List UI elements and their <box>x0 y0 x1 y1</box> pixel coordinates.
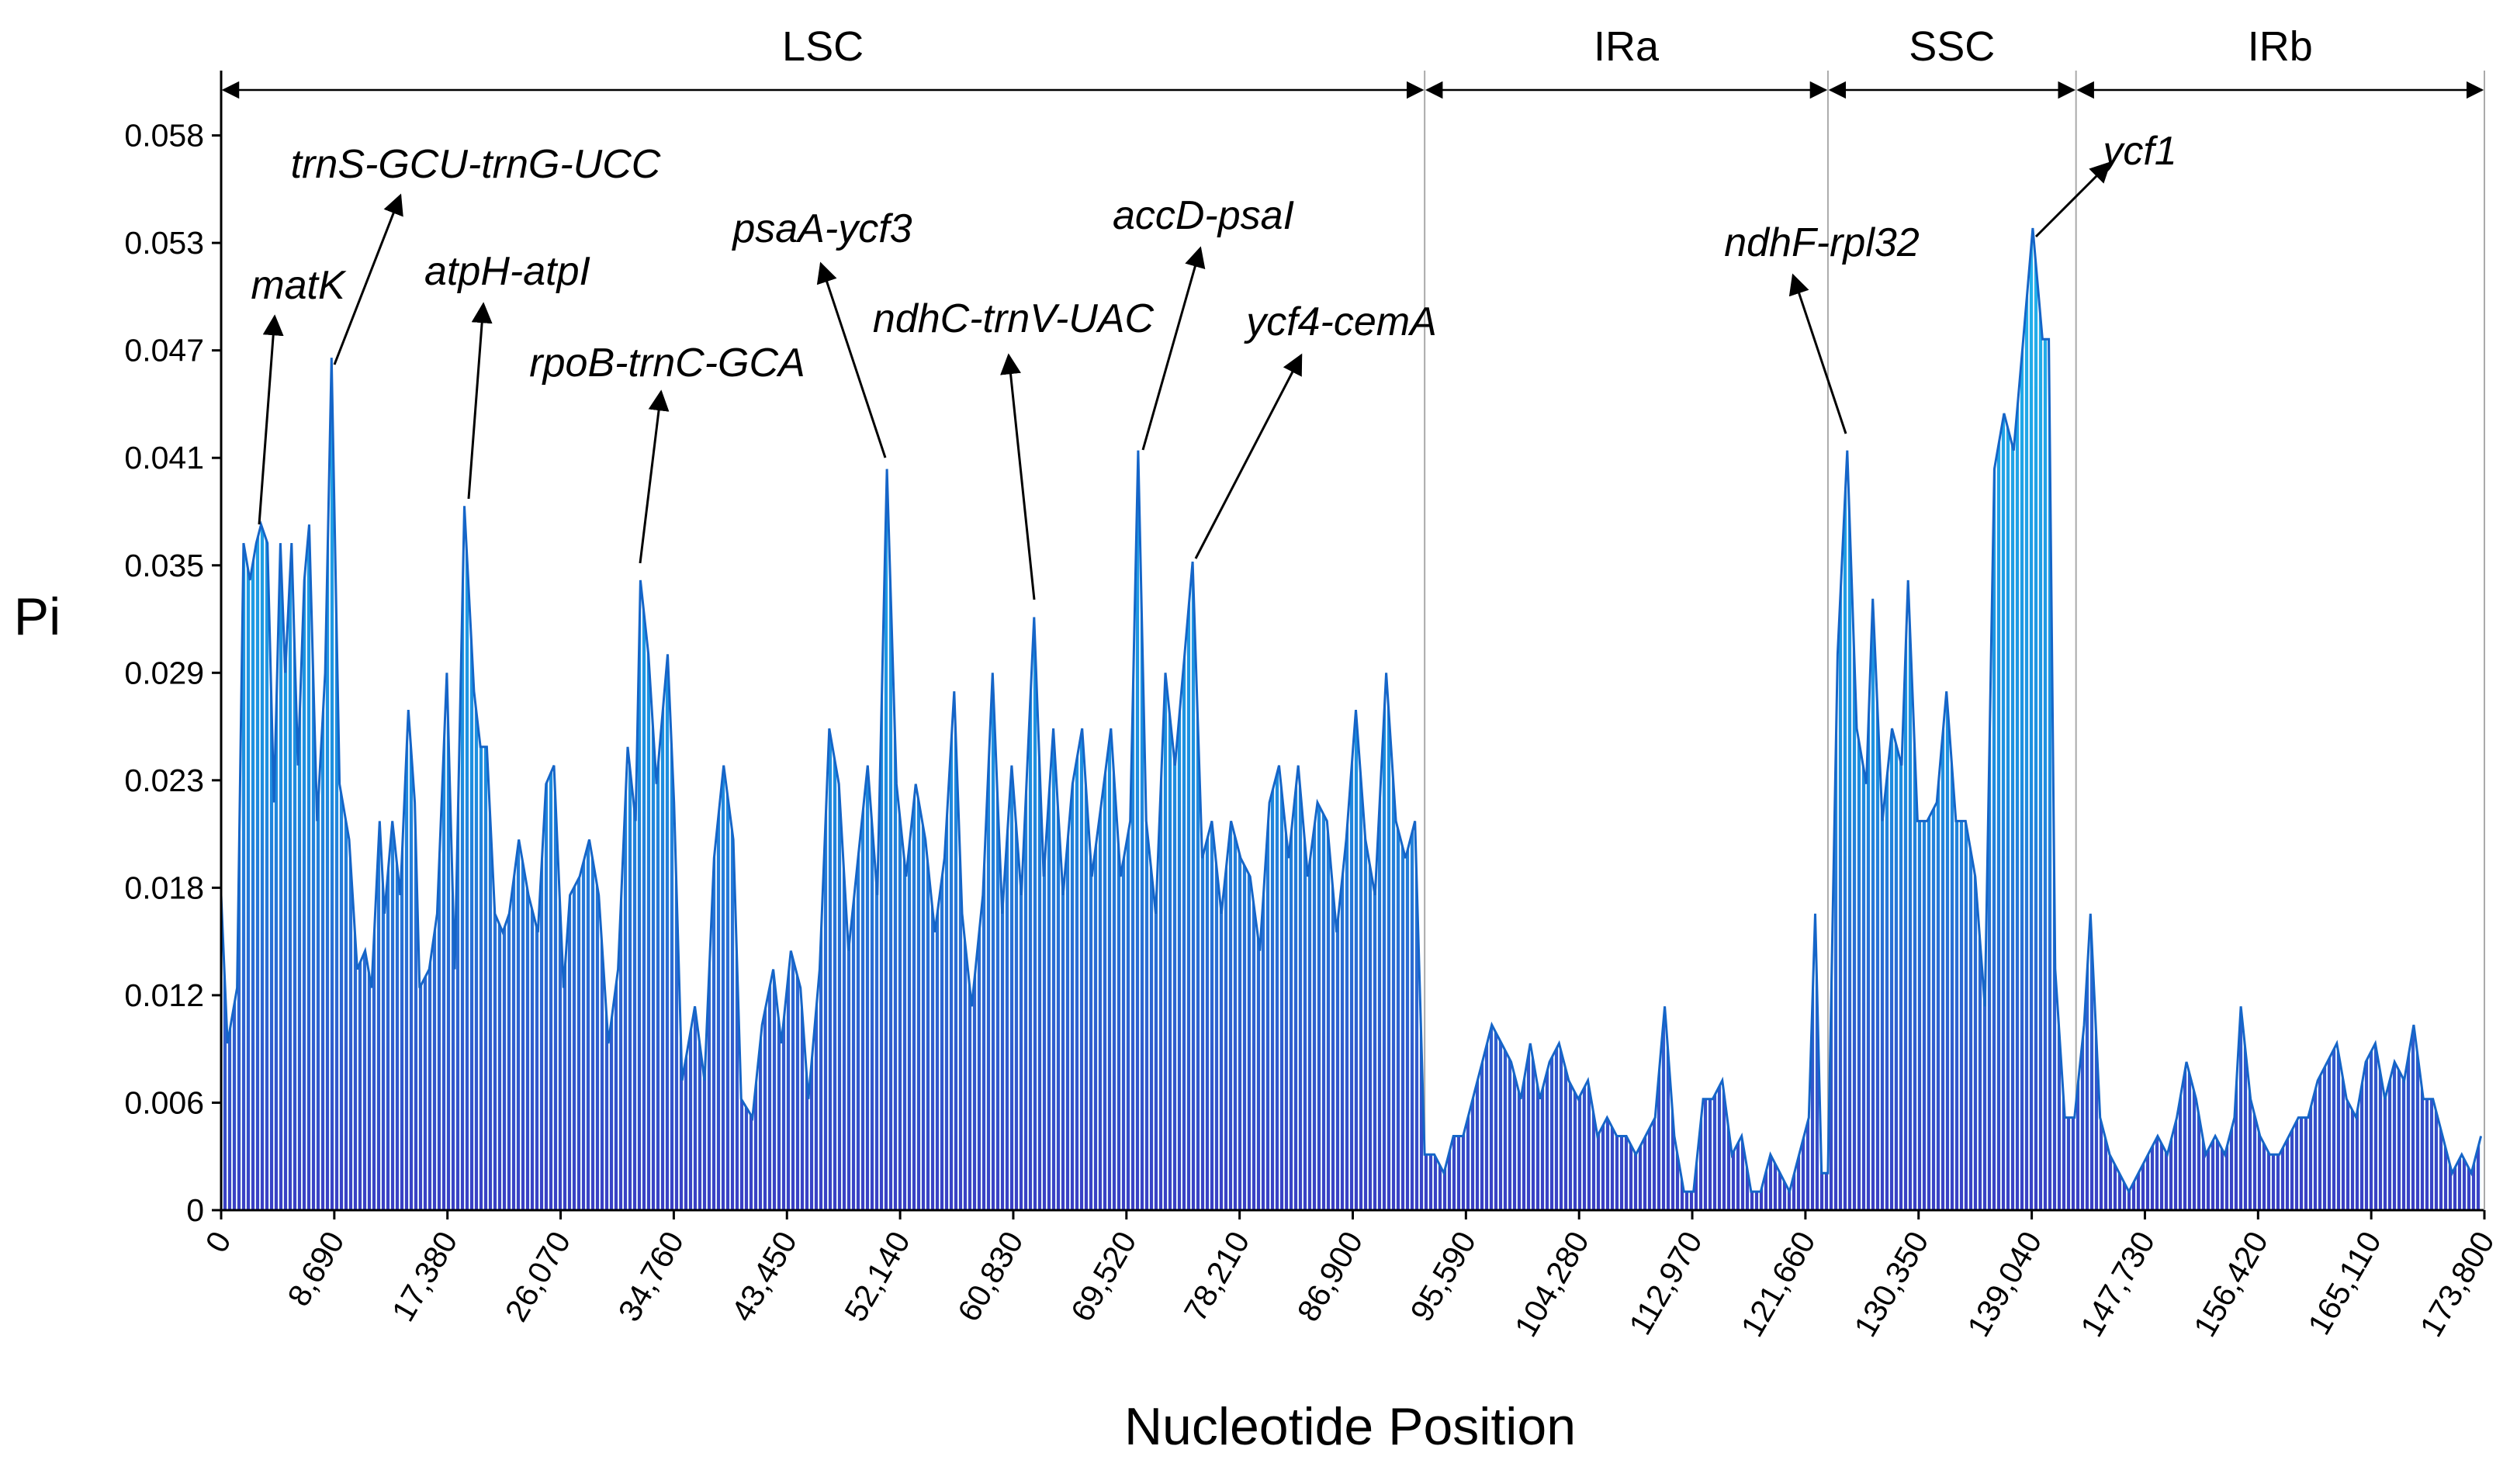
x-tick-label: 95,590 <box>1404 1226 1483 1328</box>
annotation: ycf4-cemA <box>1244 299 1437 344</box>
y-tick-label: 0 <box>186 1192 204 1228</box>
annotation-arrow <box>639 389 670 564</box>
annotation: psaA-ycf3 <box>731 206 912 251</box>
x-tick-label: 17,380 <box>385 1226 465 1328</box>
annotation-arrow <box>467 302 493 500</box>
annotation-arrow <box>258 314 284 525</box>
x-tick-label: 147,730 <box>2073 1226 2162 1343</box>
annotation-arrow <box>1141 246 1206 451</box>
x-tick-label: 69,520 <box>1064 1226 1144 1328</box>
y-tick-label: 0.006 <box>124 1084 204 1120</box>
y-tick-label: 0.012 <box>124 977 204 1013</box>
region-label: LSC <box>782 23 864 70</box>
x-tick-label: 130,350 <box>1847 1226 1936 1343</box>
area <box>221 228 2481 1210</box>
x-tick-label: 0 <box>199 1226 238 1259</box>
annotation-arrow <box>1788 273 1847 434</box>
x-tick-label: 43,450 <box>725 1226 805 1328</box>
y-tick-label: 0.029 <box>124 655 204 690</box>
x-tick-label: 121,660 <box>1734 1226 1823 1343</box>
x-tick-label: 52,140 <box>837 1226 917 1328</box>
annotation: matK <box>251 263 347 308</box>
annotation: atpH-atpI <box>424 249 590 294</box>
annotation-arrow <box>1000 353 1036 600</box>
annotation-arrow <box>333 193 403 365</box>
y-tick-label: 0.053 <box>124 225 204 261</box>
y-tick-label: 0.035 <box>124 548 204 583</box>
annotation: trnS-GCU-trnG-UCC <box>291 142 661 187</box>
x-tick-label: 139,040 <box>1960 1226 2048 1343</box>
y-tick-label: 0.047 <box>124 333 204 368</box>
annotation-arrow <box>1194 353 1303 559</box>
x-tick-label: 34,760 <box>611 1226 691 1328</box>
x-tick-label: 104,280 <box>1508 1226 1596 1343</box>
region-label: IRb <box>2248 23 2313 70</box>
annotation-arrow <box>2034 161 2111 238</box>
x-tick-label: 165,110 <box>2301 1226 2388 1341</box>
annotation: accD-psaI <box>1113 193 1294 238</box>
annotation: ycf1 <box>2100 129 2176 174</box>
y-axis-title: Pi <box>14 587 61 646</box>
x-tick-label: 60,830 <box>950 1226 1030 1328</box>
x-tick-label: 156,420 <box>2186 1226 2275 1343</box>
x-tick-label: 78,210 <box>1177 1226 1257 1328</box>
annotation: rpoB-trnC-GCA <box>529 341 805 386</box>
region-label: IRa <box>1594 23 1660 70</box>
x-tick-label: 26,070 <box>498 1226 578 1328</box>
annotation: ndhC-trnV-UAC <box>873 296 1155 341</box>
x-tick-label: 86,900 <box>1290 1226 1370 1328</box>
x-tick-label: 112,970 <box>1622 1226 1709 1341</box>
y-tick-label: 0.058 <box>124 118 204 154</box>
region-label: SSC <box>1909 23 1995 70</box>
x-axis-title: Nucleotide Position <box>1124 1397 1576 1456</box>
y-tick-label: 0.041 <box>124 440 204 476</box>
y-tick-label: 0.018 <box>124 870 204 905</box>
x-tick-label: 8,690 <box>281 1226 351 1313</box>
line <box>220 227 2483 1195</box>
annotation: ndhF-rpl32 <box>1724 220 1920 265</box>
annotation-arrow <box>816 261 887 458</box>
x-tick-label: 173,800 <box>2413 1226 2501 1343</box>
y-tick-label: 0.023 <box>124 763 204 798</box>
